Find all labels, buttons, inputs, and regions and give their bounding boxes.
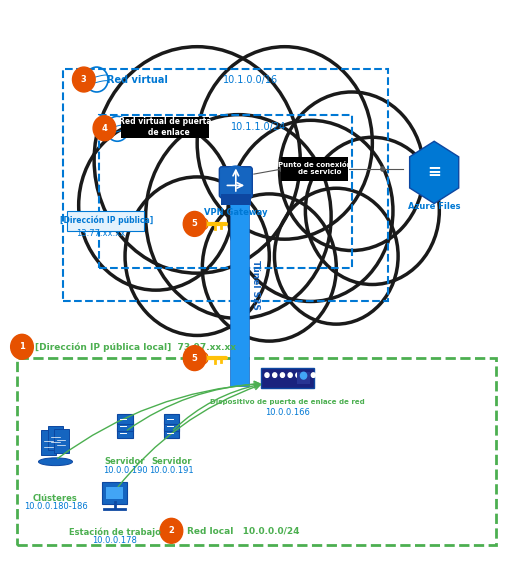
Text: 5: 5 — [192, 220, 197, 228]
Circle shape — [300, 372, 307, 379]
Text: Dispositivo de puerta de enlace de red: Dispositivo de puerta de enlace de red — [210, 399, 365, 405]
Circle shape — [272, 373, 277, 377]
Circle shape — [280, 92, 424, 250]
Text: Clústeres: Clústeres — [33, 494, 78, 503]
Text: 3: 3 — [81, 75, 87, 84]
Circle shape — [197, 218, 208, 230]
Circle shape — [146, 114, 331, 319]
Circle shape — [160, 518, 183, 543]
FancyBboxPatch shape — [230, 183, 249, 386]
Text: Red virtual: Red virtual — [107, 75, 168, 85]
Circle shape — [380, 166, 385, 172]
Text: 5: 5 — [192, 353, 197, 362]
FancyBboxPatch shape — [106, 487, 123, 499]
Circle shape — [125, 177, 269, 336]
Text: Túnel S2S: Túnel S2S — [251, 259, 260, 310]
FancyBboxPatch shape — [164, 428, 179, 438]
Circle shape — [93, 116, 116, 141]
Text: 10.0.0.166: 10.0.0.166 — [265, 408, 310, 417]
FancyBboxPatch shape — [48, 426, 63, 450]
Circle shape — [306, 137, 439, 284]
Circle shape — [279, 166, 285, 172]
Circle shape — [73, 67, 95, 92]
Circle shape — [228, 120, 393, 302]
Text: 10.0.0.180-186: 10.0.0.180-186 — [24, 502, 88, 512]
FancyBboxPatch shape — [117, 421, 133, 431]
FancyBboxPatch shape — [164, 421, 179, 431]
Ellipse shape — [38, 458, 73, 465]
Text: Estación de trabajo: Estación de trabajo — [69, 528, 161, 538]
Circle shape — [304, 373, 308, 377]
Text: Red local   10.0.0.0/24: Red local 10.0.0.0/24 — [187, 526, 299, 535]
Text: Punto de conexión
    de servicio: Punto de conexión de servicio — [278, 163, 351, 175]
Text: 10.0.0.191: 10.0.0.191 — [149, 465, 194, 475]
FancyBboxPatch shape — [67, 211, 144, 231]
FancyBboxPatch shape — [117, 428, 133, 438]
Circle shape — [265, 373, 269, 377]
Text: [Dirección IP pública local]  73.97.xx.xx: [Dirección IP pública local] 73.97.xx.xx — [35, 342, 236, 352]
FancyBboxPatch shape — [41, 430, 56, 455]
Text: VPN Gateway: VPN Gateway — [204, 208, 268, 217]
Circle shape — [296, 373, 300, 377]
Circle shape — [11, 335, 33, 359]
Text: 2: 2 — [168, 526, 175, 535]
Polygon shape — [410, 141, 459, 204]
FancyBboxPatch shape — [121, 117, 209, 138]
FancyBboxPatch shape — [102, 483, 127, 504]
Text: 13.77.xx.xx: 13.77.xx.xx — [76, 229, 125, 238]
Circle shape — [288, 373, 292, 377]
Text: Servidor: Servidor — [151, 457, 192, 466]
Circle shape — [197, 47, 372, 239]
Text: [Dirección IP pública]: [Dirección IP pública] — [61, 216, 154, 225]
FancyBboxPatch shape — [22, 41, 486, 347]
FancyBboxPatch shape — [221, 194, 251, 205]
Circle shape — [275, 188, 398, 324]
Circle shape — [94, 47, 300, 273]
Circle shape — [311, 373, 315, 377]
Text: 1: 1 — [19, 343, 25, 351]
Circle shape — [280, 373, 284, 377]
FancyBboxPatch shape — [219, 167, 252, 198]
Text: Red virtual de puerta
   de enlace: Red virtual de puerta de enlace — [119, 117, 211, 137]
Text: Servidor: Servidor — [105, 457, 145, 466]
FancyBboxPatch shape — [117, 414, 133, 424]
Circle shape — [197, 352, 208, 364]
Text: 10.1.1.0/24: 10.1.1.0/24 — [231, 122, 286, 132]
Text: Azure Files: Azure Files — [408, 203, 461, 212]
FancyBboxPatch shape — [297, 372, 310, 384]
Circle shape — [183, 345, 206, 370]
Text: 4: 4 — [102, 123, 107, 133]
Circle shape — [183, 212, 206, 236]
Text: 10.0.0.190: 10.0.0.190 — [103, 465, 147, 475]
FancyBboxPatch shape — [54, 429, 68, 453]
Circle shape — [79, 120, 233, 290]
Circle shape — [203, 194, 336, 341]
FancyBboxPatch shape — [281, 157, 348, 181]
FancyBboxPatch shape — [261, 368, 314, 387]
Text: 10.0.0.178: 10.0.0.178 — [92, 537, 137, 546]
Text: ≡: ≡ — [427, 163, 441, 182]
Text: 10.1.0.0/16: 10.1.0.0/16 — [223, 75, 278, 85]
FancyBboxPatch shape — [164, 414, 179, 424]
